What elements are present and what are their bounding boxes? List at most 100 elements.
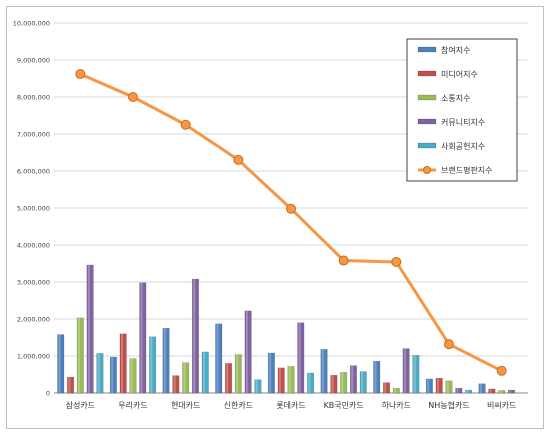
legend-box	[406, 38, 518, 182]
bar	[445, 380, 453, 394]
legend-marker	[423, 166, 431, 174]
bar	[109, 356, 117, 394]
bar-highlight	[173, 375, 176, 393]
bar	[57, 334, 65, 394]
y-tick-label: 10,000,000	[13, 20, 50, 28]
bar-highlight	[163, 328, 166, 393]
bar	[320, 349, 328, 394]
bar	[234, 354, 242, 394]
bar-highlight	[394, 388, 397, 393]
bar	[149, 336, 157, 394]
bar-highlight	[466, 390, 469, 393]
bar-highlight	[203, 351, 206, 393]
legend-swatch	[417, 70, 437, 77]
x-tick-label: 신한카드	[224, 401, 253, 410]
bar-highlight	[58, 334, 61, 393]
bar	[340, 372, 348, 394]
bar-highlight	[150, 336, 153, 393]
bar-highlight	[288, 366, 291, 393]
bar-highlight	[321, 349, 324, 393]
legend-label: 커뮤니티지수	[441, 117, 485, 127]
bar	[67, 376, 75, 394]
bar-highlight	[341, 372, 344, 393]
legend-label: 참여지수	[441, 45, 470, 55]
bar-highlight	[111, 357, 114, 393]
bar	[402, 348, 410, 394]
bar	[215, 323, 223, 394]
bar	[162, 328, 170, 394]
bar-highlight	[427, 378, 430, 393]
bar	[392, 387, 400, 394]
bar-highlight	[130, 358, 133, 393]
bar	[412, 355, 420, 394]
bar	[287, 366, 295, 394]
y-tick-label: 4,000,000	[17, 242, 50, 250]
line-point	[338, 255, 349, 266]
bar-highlight	[374, 361, 377, 393]
y-tick-label: 1,000,000	[17, 353, 50, 361]
bar	[478, 383, 486, 394]
y-axis: 0 1,000,000 2,000,000 3,000,000 4,000,000 5,0…	[13, 20, 50, 398]
line-point	[391, 257, 402, 268]
bar	[201, 351, 209, 394]
bar	[373, 360, 381, 394]
bar-highlight	[245, 310, 248, 393]
bar	[330, 374, 338, 394]
line-point	[180, 119, 191, 130]
bar	[129, 358, 137, 394]
legend-swatch	[417, 46, 437, 53]
legend-label: 브랜드평판지수	[441, 165, 493, 175]
line-point	[128, 92, 138, 102]
bar	[254, 379, 262, 394]
x-tick-label: KB국민카드	[324, 400, 364, 410]
bar	[244, 310, 252, 394]
bar-highlight	[120, 333, 123, 393]
y-tick-label: 8,000,000	[17, 94, 50, 102]
bar	[297, 322, 305, 394]
bar-highlight	[183, 362, 186, 393]
y-tick-label: 9,000,000	[17, 57, 50, 65]
bar-highlight	[278, 367, 281, 393]
y-tick-label: 5,000,000	[17, 205, 50, 213]
bar-highlight	[413, 355, 416, 393]
bar	[359, 371, 367, 394]
bar-highlight	[499, 390, 502, 393]
bar-highlight	[403, 348, 406, 393]
bar-highlight	[68, 377, 71, 393]
bar-highlight	[479, 383, 482, 393]
bar	[172, 375, 180, 394]
y-tick-label: 2,000,000	[17, 316, 50, 324]
bar-highlight	[236, 354, 239, 393]
x-tick-label: NH농협카드	[428, 400, 469, 410]
bar-highlight	[97, 353, 100, 393]
bar-highlight	[331, 375, 334, 393]
bar-highlight	[456, 388, 459, 393]
legend-swatch	[417, 118, 437, 125]
bar	[96, 353, 104, 394]
line-point	[444, 339, 454, 350]
bar-highlight	[446, 380, 449, 393]
bar	[139, 282, 147, 394]
bar-highlight	[216, 323, 219, 393]
bar-highlight	[87, 264, 90, 393]
bar	[383, 382, 391, 394]
bar-highlight	[193, 279, 196, 393]
bar-highlight	[351, 365, 354, 393]
y-tick-label: 0	[46, 390, 50, 398]
line-point	[233, 154, 244, 165]
bar-highlight	[226, 363, 229, 393]
bar	[307, 372, 315, 394]
legend-label: 사회공헌지수	[441, 142, 485, 151]
bar	[182, 362, 190, 394]
bar-highlight	[489, 388, 492, 393]
bar-highlight	[436, 378, 439, 393]
bar	[498, 390, 506, 394]
x-tick-label: 롯데카드	[276, 401, 305, 410]
bar-highlight	[298, 322, 301, 393]
bar	[465, 389, 473, 394]
bar-highlight	[140, 282, 143, 393]
bar	[488, 388, 496, 394]
bar-highlight	[509, 390, 512, 393]
